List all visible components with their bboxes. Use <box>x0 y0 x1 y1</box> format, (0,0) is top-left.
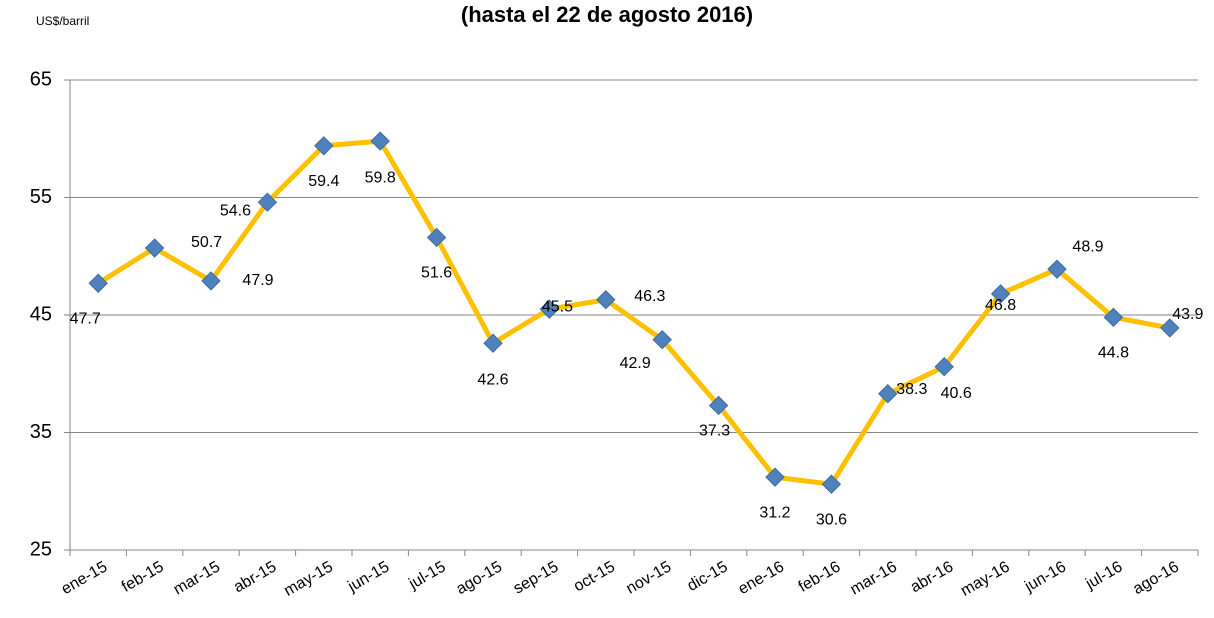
data-label: 43.9 <box>1172 306 1203 323</box>
x-tick-label: ago-16 <box>1130 558 1182 598</box>
data-marker <box>1047 259 1067 279</box>
x-tick-label: jul-16 <box>1082 558 1125 593</box>
x-tick-label: abr-16 <box>908 558 957 596</box>
data-marker <box>144 238 165 258</box>
data-label: 48.9 <box>1072 238 1103 255</box>
data-marker <box>314 136 334 156</box>
y-tick-label: 55 <box>30 186 52 208</box>
data-label: 44.8 <box>1098 345 1129 362</box>
y-tick-label: 25 <box>30 538 52 560</box>
data-label: 40.6 <box>941 385 972 402</box>
data-marker <box>708 395 729 416</box>
data-label: 46.3 <box>634 288 665 305</box>
x-tick-label: ago-15 <box>453 558 505 598</box>
x-tick-label: dic-15 <box>684 558 730 595</box>
x-tick-label: feb-15 <box>119 558 167 595</box>
data-marker <box>652 329 672 350</box>
data-label: 42.9 <box>620 355 651 372</box>
y-axis-label: US$/barril <box>36 14 89 28</box>
x-tick-label: sep-15 <box>511 558 562 597</box>
x-tick-label: nov-15 <box>623 558 674 597</box>
data-label: 47.9 <box>242 272 273 289</box>
data-label: 37.3 <box>699 423 730 440</box>
data-marker <box>426 227 447 248</box>
data-marker <box>1103 307 1124 328</box>
data-label: 42.6 <box>477 371 508 388</box>
data-marker <box>878 384 898 404</box>
data-marker <box>990 284 1011 304</box>
x-tick-label: may-16 <box>958 558 1013 599</box>
data-marker <box>483 333 503 353</box>
x-tick-label: feb-16 <box>796 558 844 595</box>
x-tick-label: jun-15 <box>344 558 392 596</box>
data-label: 45.5 <box>542 298 573 315</box>
x-tick-label: abr-15 <box>231 558 280 596</box>
data-line <box>96 138 1171 487</box>
data-marker <box>1160 318 1180 338</box>
data-marker <box>934 356 954 377</box>
x-tick-label: ene-15 <box>59 558 111 598</box>
y-tick-label: 35 <box>30 421 52 443</box>
data-label: 51.6 <box>421 265 452 282</box>
data-marker <box>596 290 616 310</box>
data-label: 54.6 <box>220 202 251 219</box>
x-tick-label: ene-16 <box>735 558 787 598</box>
x-tick-label: jul-15 <box>405 558 448 593</box>
data-marker <box>88 273 108 293</box>
data-label: 38.3 <box>896 381 927 398</box>
x-tick-label: may-15 <box>281 558 336 599</box>
x-tick-label: jun-16 <box>1021 558 1069 596</box>
data-marker <box>539 299 560 319</box>
data-label: 59.8 <box>365 169 396 186</box>
data-label: 31.2 <box>759 504 790 521</box>
data-marker <box>765 467 785 487</box>
data-marker <box>821 474 842 494</box>
x-tick-label: oct-15 <box>571 558 618 595</box>
x-tick-label: mar-16 <box>848 558 900 598</box>
data-label: 47.7 <box>70 310 101 327</box>
y-tick-label: 65 <box>30 68 52 90</box>
data-marker <box>201 271 221 291</box>
data-label: 30.6 <box>816 511 847 528</box>
chart-title: (hasta el 22 de agosto 2016) <box>461 2 753 27</box>
x-tick-label: mar-15 <box>171 558 223 598</box>
data-label: 59.4 <box>308 173 339 190</box>
data-marker <box>257 192 278 212</box>
y-tick-label: 45 <box>30 303 52 325</box>
data-label: 50.7 <box>191 234 222 251</box>
data-marker <box>370 131 390 151</box>
data-label: 46.8 <box>985 297 1016 314</box>
